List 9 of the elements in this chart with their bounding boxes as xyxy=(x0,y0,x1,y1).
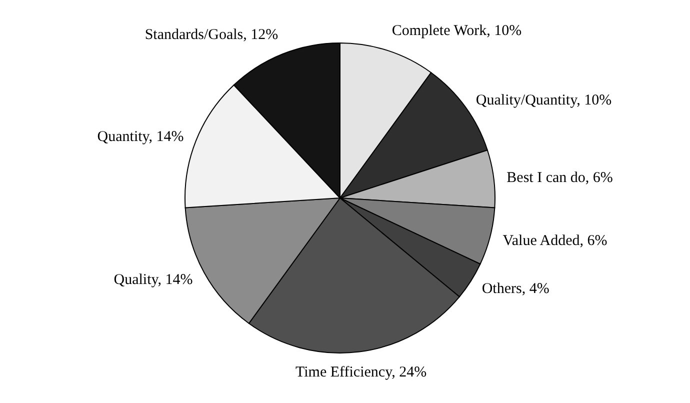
slice-label: Quality, 14% xyxy=(114,272,193,288)
slice-label: Others, 4% xyxy=(482,281,550,298)
slice-label: Best I can do, 6% xyxy=(506,170,613,186)
slice-label: Standards/Goals, 12% xyxy=(144,26,278,43)
slice-label: Quantity, 14% xyxy=(97,129,184,146)
slice-label: Time Efficiency, 24% xyxy=(296,364,427,381)
slice-label: Quality/Quantity, 10% xyxy=(476,92,612,108)
slice-label: Value Added, 6% xyxy=(502,232,608,249)
slice-label: Complete Work, 10% xyxy=(392,23,522,40)
